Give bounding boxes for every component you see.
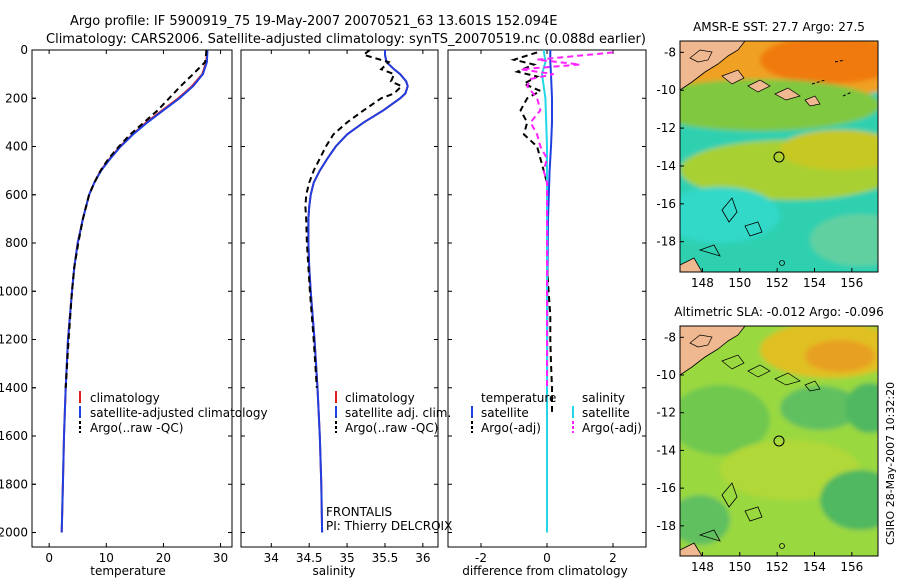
x-tick-label: 0 xyxy=(543,551,551,565)
legend-label: Argo(-adj) xyxy=(481,421,541,435)
legend-header: temperature xyxy=(481,391,556,405)
depth-tick-label: 1400 xyxy=(0,381,28,395)
legend-label: satellite xyxy=(582,406,630,420)
legend-label: climatology xyxy=(90,391,160,405)
map-x-tick-label: 156 xyxy=(840,276,863,290)
x-tick-label: 35.5 xyxy=(372,551,399,565)
series-line xyxy=(304,49,404,388)
map-y-tick-label: -16 xyxy=(656,197,676,211)
salinity-panel-frame xyxy=(240,49,439,548)
legend-header: salinity xyxy=(582,391,625,405)
depth-tick-label: 1800 xyxy=(0,477,28,491)
legend-label: Argo(-adj) xyxy=(582,421,642,435)
map-x-tick-label: 148 xyxy=(691,560,714,574)
difference-plot: -2 0 2 xyxy=(448,49,646,565)
map-y-tick-label: -14 xyxy=(656,159,676,173)
difference-xlabel: difference from climatology xyxy=(462,564,628,578)
sst-map-axes: 148 150 152 154 156 -8 -10 -12 -14 -16 -18 xyxy=(656,45,863,290)
map-y-tick-label: -8 xyxy=(664,45,676,59)
temperature-legend: climatology satellite-adjusted climatolo… xyxy=(79,391,268,435)
map-y-tick-label: -18 xyxy=(656,519,676,533)
legend-label: climatology xyxy=(345,391,415,405)
sst-map-frame xyxy=(679,40,879,273)
map-y-tick-label: -12 xyxy=(656,406,676,420)
series-line xyxy=(307,50,409,533)
series-line xyxy=(60,50,209,533)
x-tick-label: 10 xyxy=(99,551,114,565)
map-x-tick-label: 150 xyxy=(728,560,751,574)
x-tick-label: 34.5 xyxy=(296,551,323,565)
depth-tick-label: 1200 xyxy=(0,333,28,347)
temperature-plot: 0 10 20 30 xyxy=(32,49,232,565)
legend-label: Argo(..raw -QC) xyxy=(90,421,183,435)
depth-tick-label: 2000 xyxy=(0,526,28,540)
x-tick-label: 34 xyxy=(264,551,279,565)
depth-tick-label: 800 xyxy=(5,236,28,250)
sla-map-title: Altimetric SLA: -0.012 Argo: -0.096 xyxy=(674,305,883,319)
x-tick-label: -2 xyxy=(475,551,487,565)
x-tick-label: 0 xyxy=(45,551,53,565)
map-y-tick-label: -16 xyxy=(656,481,676,495)
sla-map xyxy=(680,326,878,556)
x-tick-label: 36 xyxy=(415,551,430,565)
map-y-tick-label: -14 xyxy=(656,443,676,457)
argo-position-marker xyxy=(773,435,785,447)
figure-title-line2: Climatology: CARS2006. Satellite-adjuste… xyxy=(46,32,646,47)
map-x-tick-label: 152 xyxy=(766,560,789,574)
map-y-tick-label: -10 xyxy=(656,83,676,97)
temperature-panel-frame xyxy=(31,49,233,548)
series-line xyxy=(60,50,208,533)
pi-label: PI: Thierry DELCROIX xyxy=(326,519,452,533)
map-x-tick-label: 148 xyxy=(691,276,714,290)
x-tick-label: 35 xyxy=(339,551,354,565)
depth-tick-label: 400 xyxy=(5,140,28,154)
series-line xyxy=(520,51,614,388)
depth-tick-label: 1600 xyxy=(0,429,28,443)
sla-map-axes: 148 150 152 154 156 -8 -10 -12 -14 -16 -18 xyxy=(656,330,863,574)
x-tick-label: 20 xyxy=(156,551,171,565)
depth-axis: 0 200 400 600 800 1000 1200 1400 1600 1800 2000 xyxy=(0,43,36,540)
x-tick-label: 30 xyxy=(213,551,228,565)
map-x-tick-label: 150 xyxy=(728,276,751,290)
map-x-tick-label: 152 xyxy=(766,276,789,290)
depth-tick-label: 600 xyxy=(5,188,28,202)
credit-text: CSIRO 28-May-2007 10:32:20 xyxy=(884,382,897,545)
map-x-tick-label: 154 xyxy=(803,276,826,290)
map-x-tick-label: 154 xyxy=(803,560,826,574)
series-line xyxy=(540,49,548,533)
map-y-tick-label: -12 xyxy=(656,121,676,135)
legend-label: satellite xyxy=(481,406,529,420)
depth-tick-label: 200 xyxy=(5,91,28,105)
legend-label: Argo(..raw -QC) xyxy=(345,421,438,435)
figure-title-line1: Argo profile: IF 5900919_75 19-May-2007 … xyxy=(70,14,557,29)
difference-temperature-legend: temperature satellite Argo(-adj) xyxy=(471,391,556,435)
series-line xyxy=(64,50,208,388)
sst-map-title: AMSR-E SST: 27.7 Argo: 27.5 xyxy=(693,20,865,34)
salinity-xlabel: salinity xyxy=(312,564,355,578)
depth-tick-label: 1000 xyxy=(0,284,28,298)
map-y-tick-label: -18 xyxy=(656,235,676,249)
salinity-plot: 34 34.5 35 35.5 36 xyxy=(241,49,438,565)
depth-tick-label: 0 xyxy=(20,43,28,57)
frontalis-label: FRONTALIS xyxy=(326,505,392,519)
legend-label: satellite adj. clim. xyxy=(345,406,451,420)
sst-map xyxy=(680,41,878,272)
legend-label: satellite-adjusted climatology xyxy=(90,406,268,420)
map-y-tick-label: -10 xyxy=(656,368,676,382)
difference-salinity-legend: salinity satellite Argo(-adj) xyxy=(572,391,642,435)
sla-map-frame xyxy=(679,325,879,557)
map-y-tick-label: -8 xyxy=(664,330,676,344)
x-tick-label: 2 xyxy=(609,551,617,565)
salinity-legend: climatology satellite adj. clim. Argo(..… xyxy=(335,391,451,435)
map-x-tick-label: 156 xyxy=(840,560,863,574)
temperature-xlabel: temperature xyxy=(90,564,165,578)
argo-position-marker xyxy=(773,151,785,163)
series-line xyxy=(307,50,409,533)
